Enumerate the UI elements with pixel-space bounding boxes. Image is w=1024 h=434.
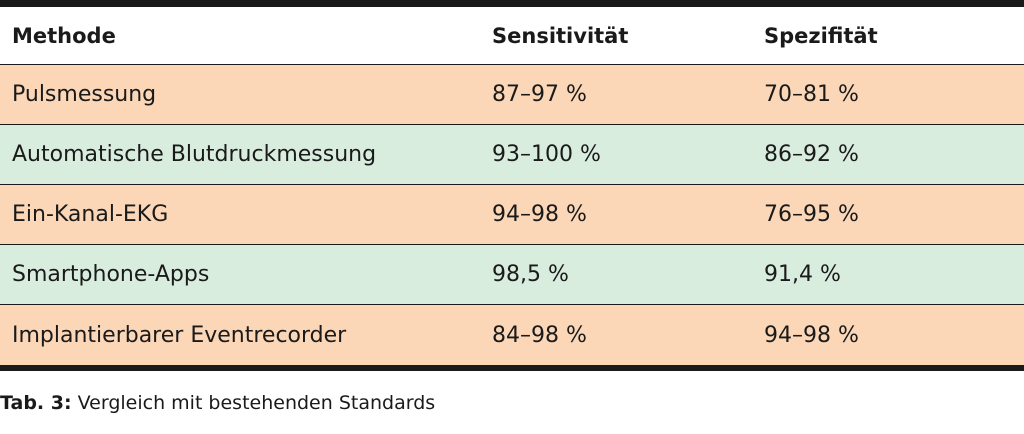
table-row: Implantierbarer Eventrecorder 84–98 % 94… — [0, 305, 1024, 365]
method-cell: Smartphone-Apps — [12, 262, 210, 287]
table-row: Ein-Kanal-EKG 94–98 % 76–95 % — [0, 185, 1024, 245]
table-row: Pulsmessung 87–97 % 70–81 % — [0, 65, 1024, 125]
method-cell: Automatische Blutdruckmessung — [12, 142, 377, 167]
header-sensitivitaet: Sensitivität — [492, 23, 629, 48]
specificity-cell: 94–98 % — [764, 322, 859, 348]
specificity-cell: 76–95 % — [764, 202, 859, 227]
table-header-row: Methode Sensitivität Spezifität — [0, 7, 1024, 65]
sensitivity-cell: 94–98 % — [492, 202, 587, 227]
table-bottom-rule — [0, 365, 1024, 371]
sensitivity-cell: 93–100 % — [492, 142, 601, 167]
caption-label: Tab. 3: — [0, 392, 72, 414]
method-cell: Implantierbarer Eventrecorder — [12, 322, 347, 348]
header-methode: Methode — [12, 23, 116, 48]
comparison-table: Methode Sensitivität Spezifität Pulsmess… — [0, 0, 1024, 371]
sensitivity-cell: 87–97 % — [492, 82, 587, 107]
specificity-cell: 70–81 % — [764, 82, 859, 107]
caption-text: Vergleich mit bestehenden Standards — [71, 392, 436, 414]
header-spezifitaet: Spezifität — [764, 23, 878, 48]
sensitivity-cell: 98,5 % — [492, 262, 569, 287]
specificity-cell: 91,4 % — [764, 262, 841, 287]
sensitivity-cell: 84–98 % — [492, 322, 587, 348]
table-row: Automatische Blutdruckmessung 93–100 % 8… — [0, 125, 1024, 185]
table-caption: Tab. 3: Vergleich mit bestehenden Standa… — [0, 392, 435, 414]
table-top-rule — [0, 0, 1024, 7]
method-cell: Pulsmessung — [12, 82, 157, 107]
table-row: Smartphone-Apps 98,5 % 91,4 % — [0, 245, 1024, 305]
method-cell: Ein-Kanal-EKG — [12, 202, 169, 227]
specificity-cell: 86–92 % — [764, 142, 859, 167]
